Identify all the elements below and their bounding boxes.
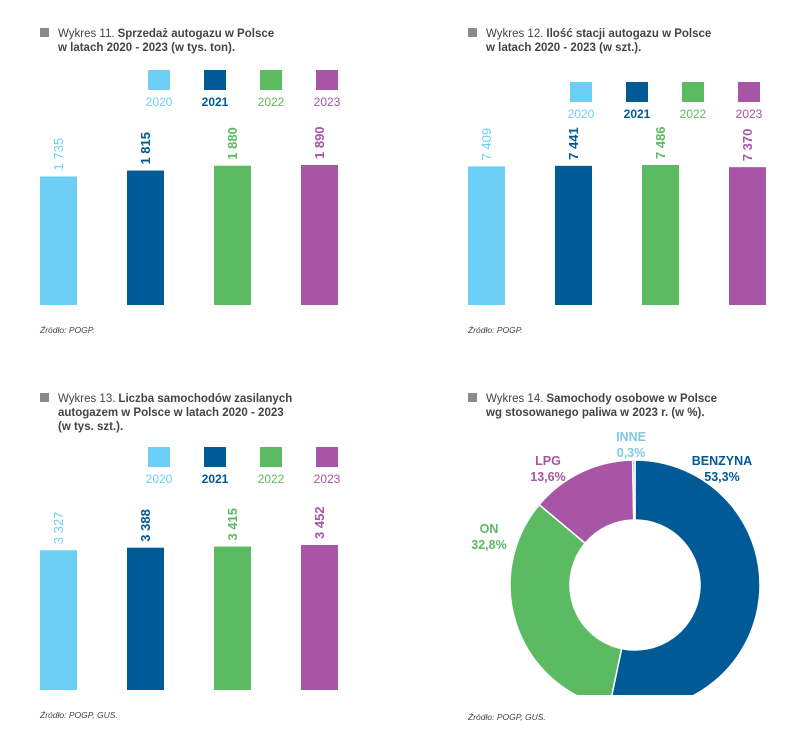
chart-title-line2: w latach 2020 - 2023 (w szt.). [486,42,642,54]
chart-title-line2: autogazem w Polsce w latach 2020 - 2023 [58,407,284,419]
chart-title: Wykres 13. Liczba samochodów zasilanych a… [40,392,340,434]
chart-panel-cars: Wykres 13. Liczba samochodów zasilanych a… [0,365,400,730]
legend-swatch-2022 [682,82,704,102]
legend-label-2020: 2020 [146,472,173,486]
chart-panel-sales: Wykres 11. Sprzedaż autogazu w Polsce w l… [0,0,400,365]
legend-swatch-2020 [148,70,170,90]
data-label-2022: 7 486 [653,126,668,159]
slice-name-inne: INNE [616,430,646,444]
bar-2020 [468,166,505,305]
bar-2023 [301,165,338,305]
legend-swatch-2023 [316,70,338,90]
bar-2021 [555,165,592,305]
legend-label-2022: 2022 [258,95,285,109]
chart-title-line1: Ilość stacji autogazu w Polsce [546,28,712,40]
data-label-2023: 1 890 [312,126,327,159]
legend-swatch-2023 [316,447,338,467]
data-label-2022: 1 880 [225,127,240,160]
bar-chart: 3 327 2020 3 388 2021 3 415 2022 3 452 2023 [40,447,341,690]
legend-swatch-2022 [260,447,282,467]
source-note: Źródło: POGP, GUS. [40,710,118,720]
data-label-2022: 3 415 [225,508,240,541]
data-label-2021: 7 441 [566,127,581,160]
data-label-2020: 3 327 [51,512,66,545]
legend-label-2021: 2021 [202,95,229,109]
data-label-2023: 3 452 [312,506,327,539]
chart-title-line2: w latach 2020 - 2023 (w tys. ton). [58,42,236,54]
slice-value-inne: 0,3% [617,446,646,460]
legend-swatch-2020 [570,82,592,102]
bar-2023 [729,167,766,305]
slice-name-on: ON [480,522,499,536]
chart-title: Wykres 14. Samochody osobowe w Polsce wg … [468,392,768,420]
donut-slice-on [509,503,623,695]
legend-label-2020: 2020 [146,95,173,109]
slice-value-on: 32,8% [471,538,506,552]
chart-title: Wykres 11. Sprzedaż autogazu w Polsce w l… [40,27,340,55]
data-label-2020: 1 735 [51,138,66,171]
legend-label-2022: 2022 [680,107,707,121]
legend-swatch-2020 [148,447,170,467]
legend-swatch-2021 [204,70,226,90]
bar-2022 [642,165,679,305]
source-note: Źródło: POGP. [40,325,95,335]
legend-swatch-2023 [738,82,760,102]
bar-2023 [301,545,338,690]
bullet-square-icon [40,393,49,402]
chart-title-line1: Sprzedaż autogazu w Polsce [117,28,275,40]
slice-value-lpg: 13,6% [530,470,565,484]
bar-2021 [127,547,164,690]
chart-panel-fuel: Wykres 14. Samochody osobowe w Polsce wg … [400,365,800,730]
data-label-2023: 7 370 [740,129,755,162]
source-note: Źródło: POGP, GUS. [468,712,546,722]
bullet-square-icon [40,28,49,37]
legend-label-2021: 2021 [202,472,229,486]
bar-2022 [214,546,251,690]
chart-number: Wykres 13. [58,393,116,405]
donut-slice-inne [631,459,636,521]
chart-number: Wykres 14. [486,393,544,405]
source-note: Źródło: POGP. [468,325,523,335]
legend-swatch-2021 [626,82,648,102]
legend-label-2023: 2023 [314,472,341,486]
bar-2020 [40,176,77,305]
chart-panel-stations: Wykres 12. Ilość stacji autogazu w Polsce… [400,0,800,365]
chart-title-line3: (w tys. szt.). [58,421,124,433]
donut-chart: BENZYNA 53,3% ON 32,8% LPG 13,6% INNE 0,3% [471,430,761,695]
legend-label-2020: 2020 [568,107,595,121]
legend-label-2023: 2023 [314,95,341,109]
legend-label-2021: 2021 [624,107,651,121]
chart-number: Wykres 12. [486,28,544,40]
bullet-square-icon [468,393,477,402]
legend-label-2023: 2023 [736,107,763,121]
bar-chart: 1 735 2020 1 815 2021 1 880 2022 1 890 2023 [40,70,341,305]
donut-slice-benzyna [611,459,761,695]
chart-title: Wykres 12. Ilość stacji autogazu w Polsce… [468,27,768,55]
bar-2022 [214,165,251,305]
data-label-2021: 1 815 [138,132,153,165]
data-label-2020: 7 409 [479,128,494,161]
data-label-2021: 3 388 [138,509,153,542]
bar-2020 [40,550,77,690]
chart-number: Wykres 11. [58,28,115,40]
legend-swatch-2021 [204,447,226,467]
legend-label-2022: 2022 [258,472,285,486]
chart-title-line1: Samochody osobowe w Polsce [546,393,718,405]
legend-swatch-2022 [260,70,282,90]
slice-name-benzyna: BENZYNA [692,454,752,468]
bar-2021 [127,170,164,305]
chart-title-line1: Liczba samochodów zasilanych [118,393,293,405]
slice-name-lpg: LPG [535,454,561,468]
slice-value-benzyna: 53,3% [704,470,739,484]
bullet-square-icon [468,28,477,37]
chart-title-line2: wg stosowanego paliwa w 2023 r. (w %). [486,407,705,419]
